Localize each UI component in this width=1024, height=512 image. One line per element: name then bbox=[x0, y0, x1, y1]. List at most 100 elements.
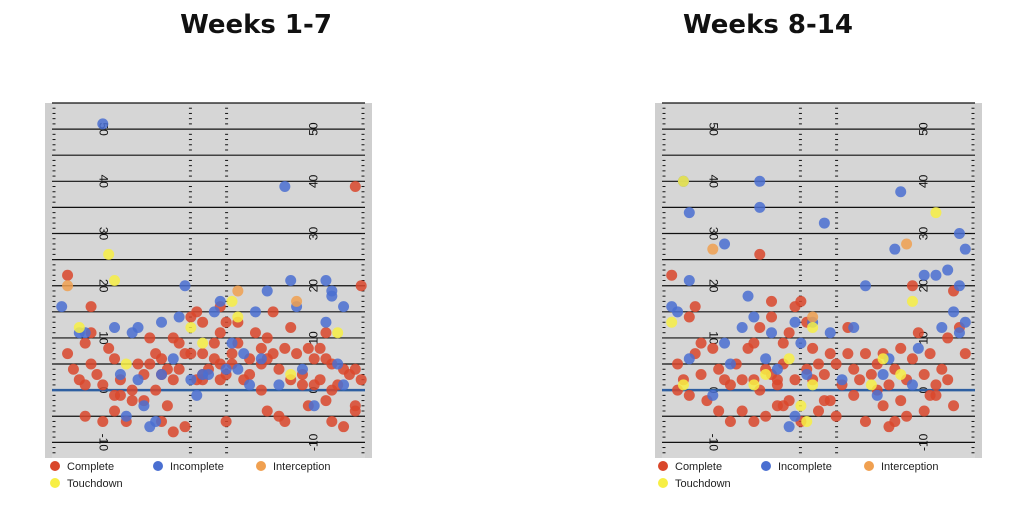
data-point-incomplete bbox=[683, 207, 695, 219]
data-point-incomplete bbox=[848, 321, 860, 333]
data-point-incomplete bbox=[114, 368, 126, 380]
data-point-complete bbox=[713, 363, 725, 375]
data-point-complete bbox=[109, 405, 121, 417]
data-point-incomplete bbox=[719, 337, 731, 349]
data-point-complete bbox=[302, 342, 314, 354]
data-point-incomplete bbox=[766, 327, 778, 339]
data-point-incomplete bbox=[56, 301, 68, 313]
data-point-complete bbox=[255, 384, 267, 396]
data-point-touchdown bbox=[226, 295, 238, 307]
data-point-complete bbox=[948, 400, 960, 412]
legend-item: Incomplete bbox=[153, 461, 224, 473]
data-point-complete bbox=[197, 348, 209, 360]
data-point-incomplete bbox=[173, 311, 185, 323]
data-point-complete bbox=[91, 368, 103, 380]
data-point-complete bbox=[255, 342, 267, 354]
data-point-complete bbox=[144, 332, 156, 344]
legend-marker bbox=[153, 461, 163, 471]
data-point-complete bbox=[695, 337, 707, 349]
data-point-complete bbox=[848, 363, 860, 375]
data-point-incomplete bbox=[871, 389, 883, 401]
yard-number: -10 bbox=[306, 433, 320, 451]
data-point-complete bbox=[889, 415, 901, 427]
data-point-complete bbox=[930, 379, 942, 391]
data-point-incomplete bbox=[859, 280, 871, 292]
data-point-complete bbox=[150, 384, 162, 396]
data-point-complete bbox=[291, 348, 303, 360]
data-point-complete bbox=[320, 395, 332, 407]
data-point-incomplete bbox=[185, 374, 197, 386]
data-point-incomplete bbox=[255, 353, 267, 365]
data-point-incomplete bbox=[226, 337, 238, 349]
data-point-complete bbox=[766, 311, 778, 323]
data-point-complete bbox=[296, 379, 308, 391]
data-point-complete bbox=[854, 374, 866, 386]
data-point-complete bbox=[877, 400, 889, 412]
football-field-chart: 5050404030302020101000-10-10 bbox=[655, 102, 982, 458]
data-point-complete bbox=[918, 405, 930, 417]
data-point-incomplete bbox=[179, 280, 191, 292]
data-point-complete bbox=[695, 368, 707, 380]
data-point-complete bbox=[771, 374, 783, 386]
data-point-incomplete bbox=[261, 285, 273, 297]
data-point-complete bbox=[777, 337, 789, 349]
chart-title: Weeks 8-14 bbox=[683, 10, 853, 40]
data-point-complete bbox=[156, 353, 168, 365]
data-point-incomplete bbox=[320, 275, 332, 286]
data-point-incomplete bbox=[930, 269, 942, 281]
data-point-incomplete bbox=[332, 358, 344, 370]
yard-number: 10 bbox=[306, 331, 320, 345]
data-point-complete bbox=[824, 348, 836, 360]
data-point-interception bbox=[232, 285, 244, 297]
data-point-incomplete bbox=[953, 327, 965, 339]
data-point-touchdown bbox=[332, 327, 344, 339]
data-point-complete bbox=[918, 368, 930, 380]
data-point-incomplete bbox=[953, 280, 965, 292]
data-point-touchdown bbox=[103, 248, 115, 260]
data-point-complete bbox=[789, 374, 801, 386]
data-point-complete bbox=[906, 280, 918, 292]
data-point-complete bbox=[883, 379, 895, 391]
data-point-incomplete bbox=[208, 306, 220, 318]
data-point-interception bbox=[707, 243, 719, 255]
data-point-incomplete bbox=[953, 228, 965, 240]
yard-number: 50 bbox=[916, 122, 930, 136]
yard-number: 30 bbox=[97, 227, 111, 241]
data-point-interception bbox=[291, 295, 303, 307]
data-point-complete bbox=[895, 342, 907, 354]
data-point-complete bbox=[818, 368, 830, 380]
data-point-touchdown bbox=[895, 368, 907, 380]
data-point-incomplete bbox=[120, 410, 132, 422]
data-point-touchdown bbox=[677, 379, 689, 391]
data-point-touchdown bbox=[232, 311, 244, 323]
data-point-complete bbox=[924, 389, 936, 401]
panel-weeks-1-7: Weeks 1-7 5050404030302020101000-10-10 C… bbox=[45, 10, 372, 490]
data-point-complete bbox=[173, 363, 185, 375]
legend-marker bbox=[256, 461, 266, 471]
football-field-chart: 5050404030302020101000-10-10 bbox=[45, 102, 372, 458]
data-point-complete bbox=[338, 421, 350, 433]
data-point-incomplete bbox=[296, 363, 308, 375]
data-point-complete bbox=[267, 348, 279, 360]
data-point-incomplete bbox=[683, 275, 695, 286]
data-point-complete bbox=[683, 389, 695, 401]
data-point-complete bbox=[349, 400, 361, 412]
data-point-incomplete bbox=[760, 353, 772, 365]
data-point-incomplete bbox=[959, 243, 971, 255]
data-point-touchdown bbox=[677, 175, 689, 187]
data-point-complete bbox=[144, 358, 156, 370]
legend-label: Touchdown bbox=[67, 478, 123, 490]
legend-label: Touchdown bbox=[675, 478, 731, 490]
data-point-complete bbox=[672, 358, 684, 370]
data-point-complete bbox=[79, 410, 91, 422]
data-point-complete bbox=[67, 363, 79, 375]
data-point-complete bbox=[719, 374, 731, 386]
data-point-complete bbox=[267, 306, 279, 318]
data-point-complete bbox=[326, 415, 338, 427]
yard-number: 20 bbox=[707, 279, 721, 293]
data-point-incomplete bbox=[906, 379, 918, 391]
legend-item: Touchdown bbox=[658, 478, 731, 490]
legend-marker bbox=[658, 478, 668, 488]
data-point-touchdown bbox=[185, 321, 197, 333]
legend-item: Interception bbox=[864, 461, 938, 473]
